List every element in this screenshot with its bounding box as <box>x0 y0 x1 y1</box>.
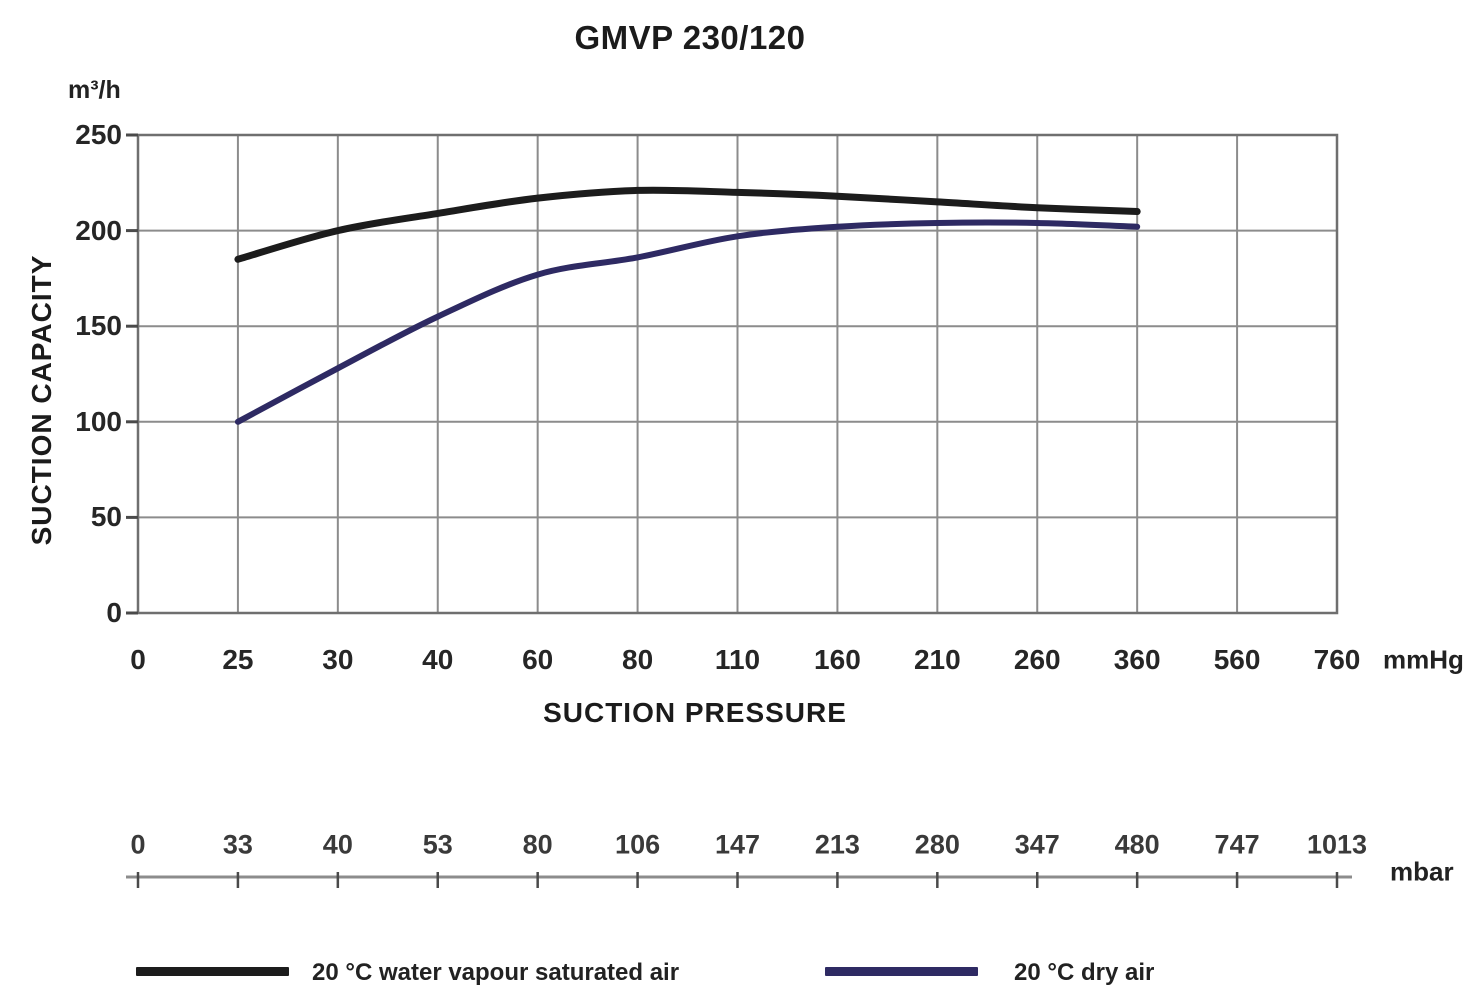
x-tick-label-mmhg: 160 <box>814 644 861 675</box>
legend-label-saturated-air: 20 °C water vapour saturated air <box>312 959 680 986</box>
x-tick-label-mmhg: 760 <box>1313 644 1361 675</box>
x-tick-label-mbar: 1013 <box>1306 829 1368 860</box>
y-tick-label: 250 <box>75 119 122 150</box>
x-tick-label-mbar: 747 <box>1214 829 1260 860</box>
legend-swatch-dry-air <box>825 967 978 976</box>
x-tick-label-mmhg: 80 <box>622 644 654 675</box>
x-tick-label-mbar: 480 <box>1114 829 1160 860</box>
series-curve-0 <box>234 186 1141 263</box>
x-tick-label-mmhg: 560 <box>1213 644 1261 675</box>
x-tick-label-mbar: 347 <box>1014 829 1060 860</box>
y-tick-label: 200 <box>75 214 122 246</box>
x-tick-label-mbar: 147 <box>714 829 761 860</box>
x-tick-label-mmhg: 360 <box>1113 644 1161 675</box>
x-tick-label-mmhg: 260 <box>1013 644 1061 675</box>
x-tick-label-mbar: 33 <box>222 829 253 860</box>
x-tick-label-mmhg: 0 <box>130 644 146 675</box>
x-axis-label: SUCTION PRESSURE <box>543 697 847 728</box>
legend-swatch-saturated-air <box>136 967 289 976</box>
x-tick-label-mbar: 213 <box>814 829 860 860</box>
x-tick-label-mmhg: 110 <box>714 644 761 675</box>
y-tick-label: 0 <box>106 597 122 628</box>
x-tick-label-mmhg: 25 <box>222 644 254 675</box>
x-tick-label-mmhg: 210 <box>913 644 961 675</box>
x-axis-unit-mbar: mbar <box>1390 856 1454 887</box>
plot-frame <box>136 133 1339 615</box>
x-tick-label-mbar: 0 <box>130 829 146 860</box>
x-axis-unit-mmhg: mmHg <box>1383 644 1464 675</box>
series-curve-1 <box>234 219 1141 425</box>
y-tick-label: 50 <box>90 501 122 533</box>
x-tick-label-mbar: 40 <box>322 829 353 860</box>
x-tick-label-mmhg: 40 <box>422 644 454 675</box>
y-axis-label: SUCTION CAPACITY <box>26 254 57 546</box>
chart-title: GMVP 230/120 <box>574 19 806 56</box>
legend-label-dry-air: 20 °C dry air <box>1014 959 1155 986</box>
x-tick-label-mmhg: 30 <box>322 644 354 675</box>
y-axis-unit: m³/h <box>68 76 121 104</box>
x-tick-label-mbar: 80 <box>522 829 553 860</box>
x-tick-label-mbar: 106 <box>615 829 661 860</box>
x-tick-label-mbar: 53 <box>422 829 453 860</box>
y-tick-label: 100 <box>75 405 122 437</box>
x-tick-label-mmhg: 60 <box>522 644 554 675</box>
x-tick-label-mbar: 280 <box>914 829 960 860</box>
y-tick-label: 150 <box>75 310 122 342</box>
